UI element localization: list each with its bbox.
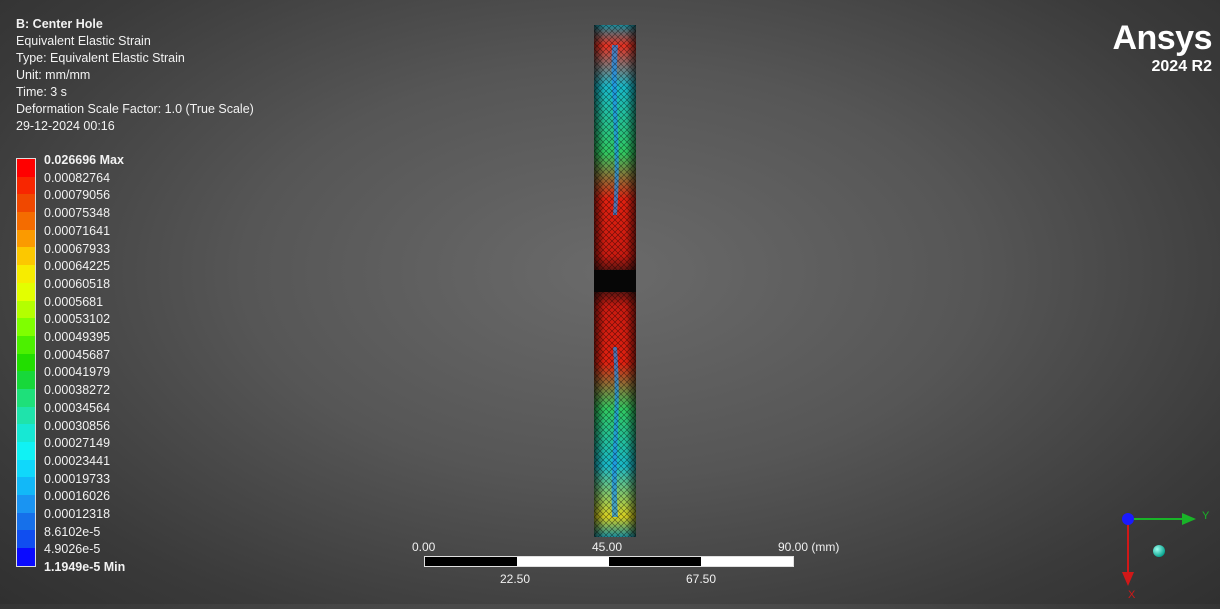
legend-labels: 0.026696 Max 0.00082764 0.00079056 0.00075…: [44, 152, 125, 577]
legend-value: 0.00016026: [44, 489, 111, 504]
timestamp: 29-12-2024 00:16: [16, 119, 115, 133]
scale-label-67-5: 67.50: [686, 572, 717, 586]
legend-value: 0.00049395: [44, 330, 111, 345]
legend-value: 0.00012318: [44, 507, 111, 522]
legend-value: 0.00023441: [44, 453, 111, 468]
legend-value: 0.00067933: [44, 241, 111, 256]
result-info: B: Center Hole Equivalent Elastic Strain…: [16, 16, 254, 135]
scale-ruler: [424, 556, 794, 567]
legend-value: 0.00071641: [44, 223, 111, 238]
legend-swatch[interactable]: [17, 265, 35, 283]
legend-swatch[interactable]: [17, 459, 35, 478]
legend-swatch[interactable]: [17, 335, 35, 354]
legend-swatch[interactable]: [17, 318, 35, 336]
legend-swatch[interactable]: [17, 300, 35, 319]
legend-swatch[interactable]: [17, 229, 35, 248]
legend-max-label: 0.026696 Max: [44, 153, 124, 167]
legend-swatch[interactable]: [17, 512, 35, 531]
axis-triad-icon: Y X: [1122, 510, 1210, 601]
coordinate-triad[interactable]: Y X: [1110, 500, 1220, 604]
legend-min-label: 1.1949e-5 Min: [44, 560, 126, 575]
legend-value: 0.00075348: [44, 206, 111, 221]
legend-value: 4.9026e-5: [44, 542, 101, 557]
legend-swatch[interactable]: [17, 442, 35, 460]
legend-value: 0.00045687: [44, 347, 111, 362]
legend-swatch[interactable]: [17, 495, 35, 513]
legend-value: 8.6102e-5: [44, 524, 101, 539]
legend-value: 0.00079056: [44, 188, 111, 203]
legend-value: 0.00053102: [44, 312, 111, 327]
model-contour-view[interactable]: [594, 25, 636, 537]
legend-swatch[interactable]: [17, 176, 35, 195]
legend-swatch[interactable]: [17, 194, 35, 213]
result-type: Type: Equivalent Elastic Strain: [16, 51, 185, 65]
legend-swatch[interactable]: [17, 424, 35, 442]
logo-version: 2024 R2: [1151, 58, 1213, 75]
legend-swatch[interactable]: [17, 388, 35, 407]
legend-color-bar[interactable]: [16, 158, 36, 567]
legend-value: 0.00034564: [44, 400, 111, 415]
triad-y-label: Y: [1202, 510, 1210, 522]
legend-value: 0.00019733: [44, 471, 111, 486]
legend-swatch[interactable]: [17, 247, 35, 266]
legend-swatch[interactable]: [17, 477, 35, 496]
legend-swatch[interactable]: [17, 371, 35, 389]
legend-swatch[interactable]: [17, 548, 35, 566]
legend-value: 0.00038272: [44, 383, 111, 398]
triad-x-label: X: [1128, 589, 1136, 601]
legend-value: 0.00064225: [44, 259, 111, 274]
scale-label-0: 0.00: [412, 540, 436, 554]
result-time: Time: 3 s: [16, 85, 67, 99]
legend-swatch[interactable]: [17, 530, 35, 549]
scale-label-22-5: 22.50: [500, 572, 531, 586]
legend-value: 0.00060518: [44, 276, 111, 291]
scale-label-45: 45.00: [592, 540, 623, 554]
legend-swatch[interactable]: [17, 282, 35, 301]
result-name: Equivalent Elastic Strain: [16, 34, 151, 48]
deformation-scale: Deformation Scale Factor: 1.0 (True Scal…: [16, 102, 254, 116]
scale-label-90: 90.00 (mm): [778, 540, 840, 554]
result-unit: Unit: mm/mm: [16, 68, 91, 82]
legend-swatch[interactable]: [17, 353, 35, 372]
legend-value: 0.00041979: [44, 365, 111, 380]
legend-value: 0.00027149: [44, 436, 111, 451]
logo-brand: Ansys: [1112, 19, 1212, 57]
legend-value: 0.0005681: [44, 294, 104, 309]
analysis-title: B: Center Hole: [16, 17, 103, 31]
legend-value: 0.00082764: [44, 170, 111, 185]
ansys-logo: Ansys 2024 R2: [1112, 20, 1212, 76]
legend-value: 0.00030856: [44, 418, 111, 433]
strain-contour-plot: [594, 25, 636, 537]
legend-swatch[interactable]: [17, 159, 35, 177]
legend-swatch[interactable]: [17, 212, 35, 230]
legend-swatch[interactable]: [17, 406, 35, 425]
